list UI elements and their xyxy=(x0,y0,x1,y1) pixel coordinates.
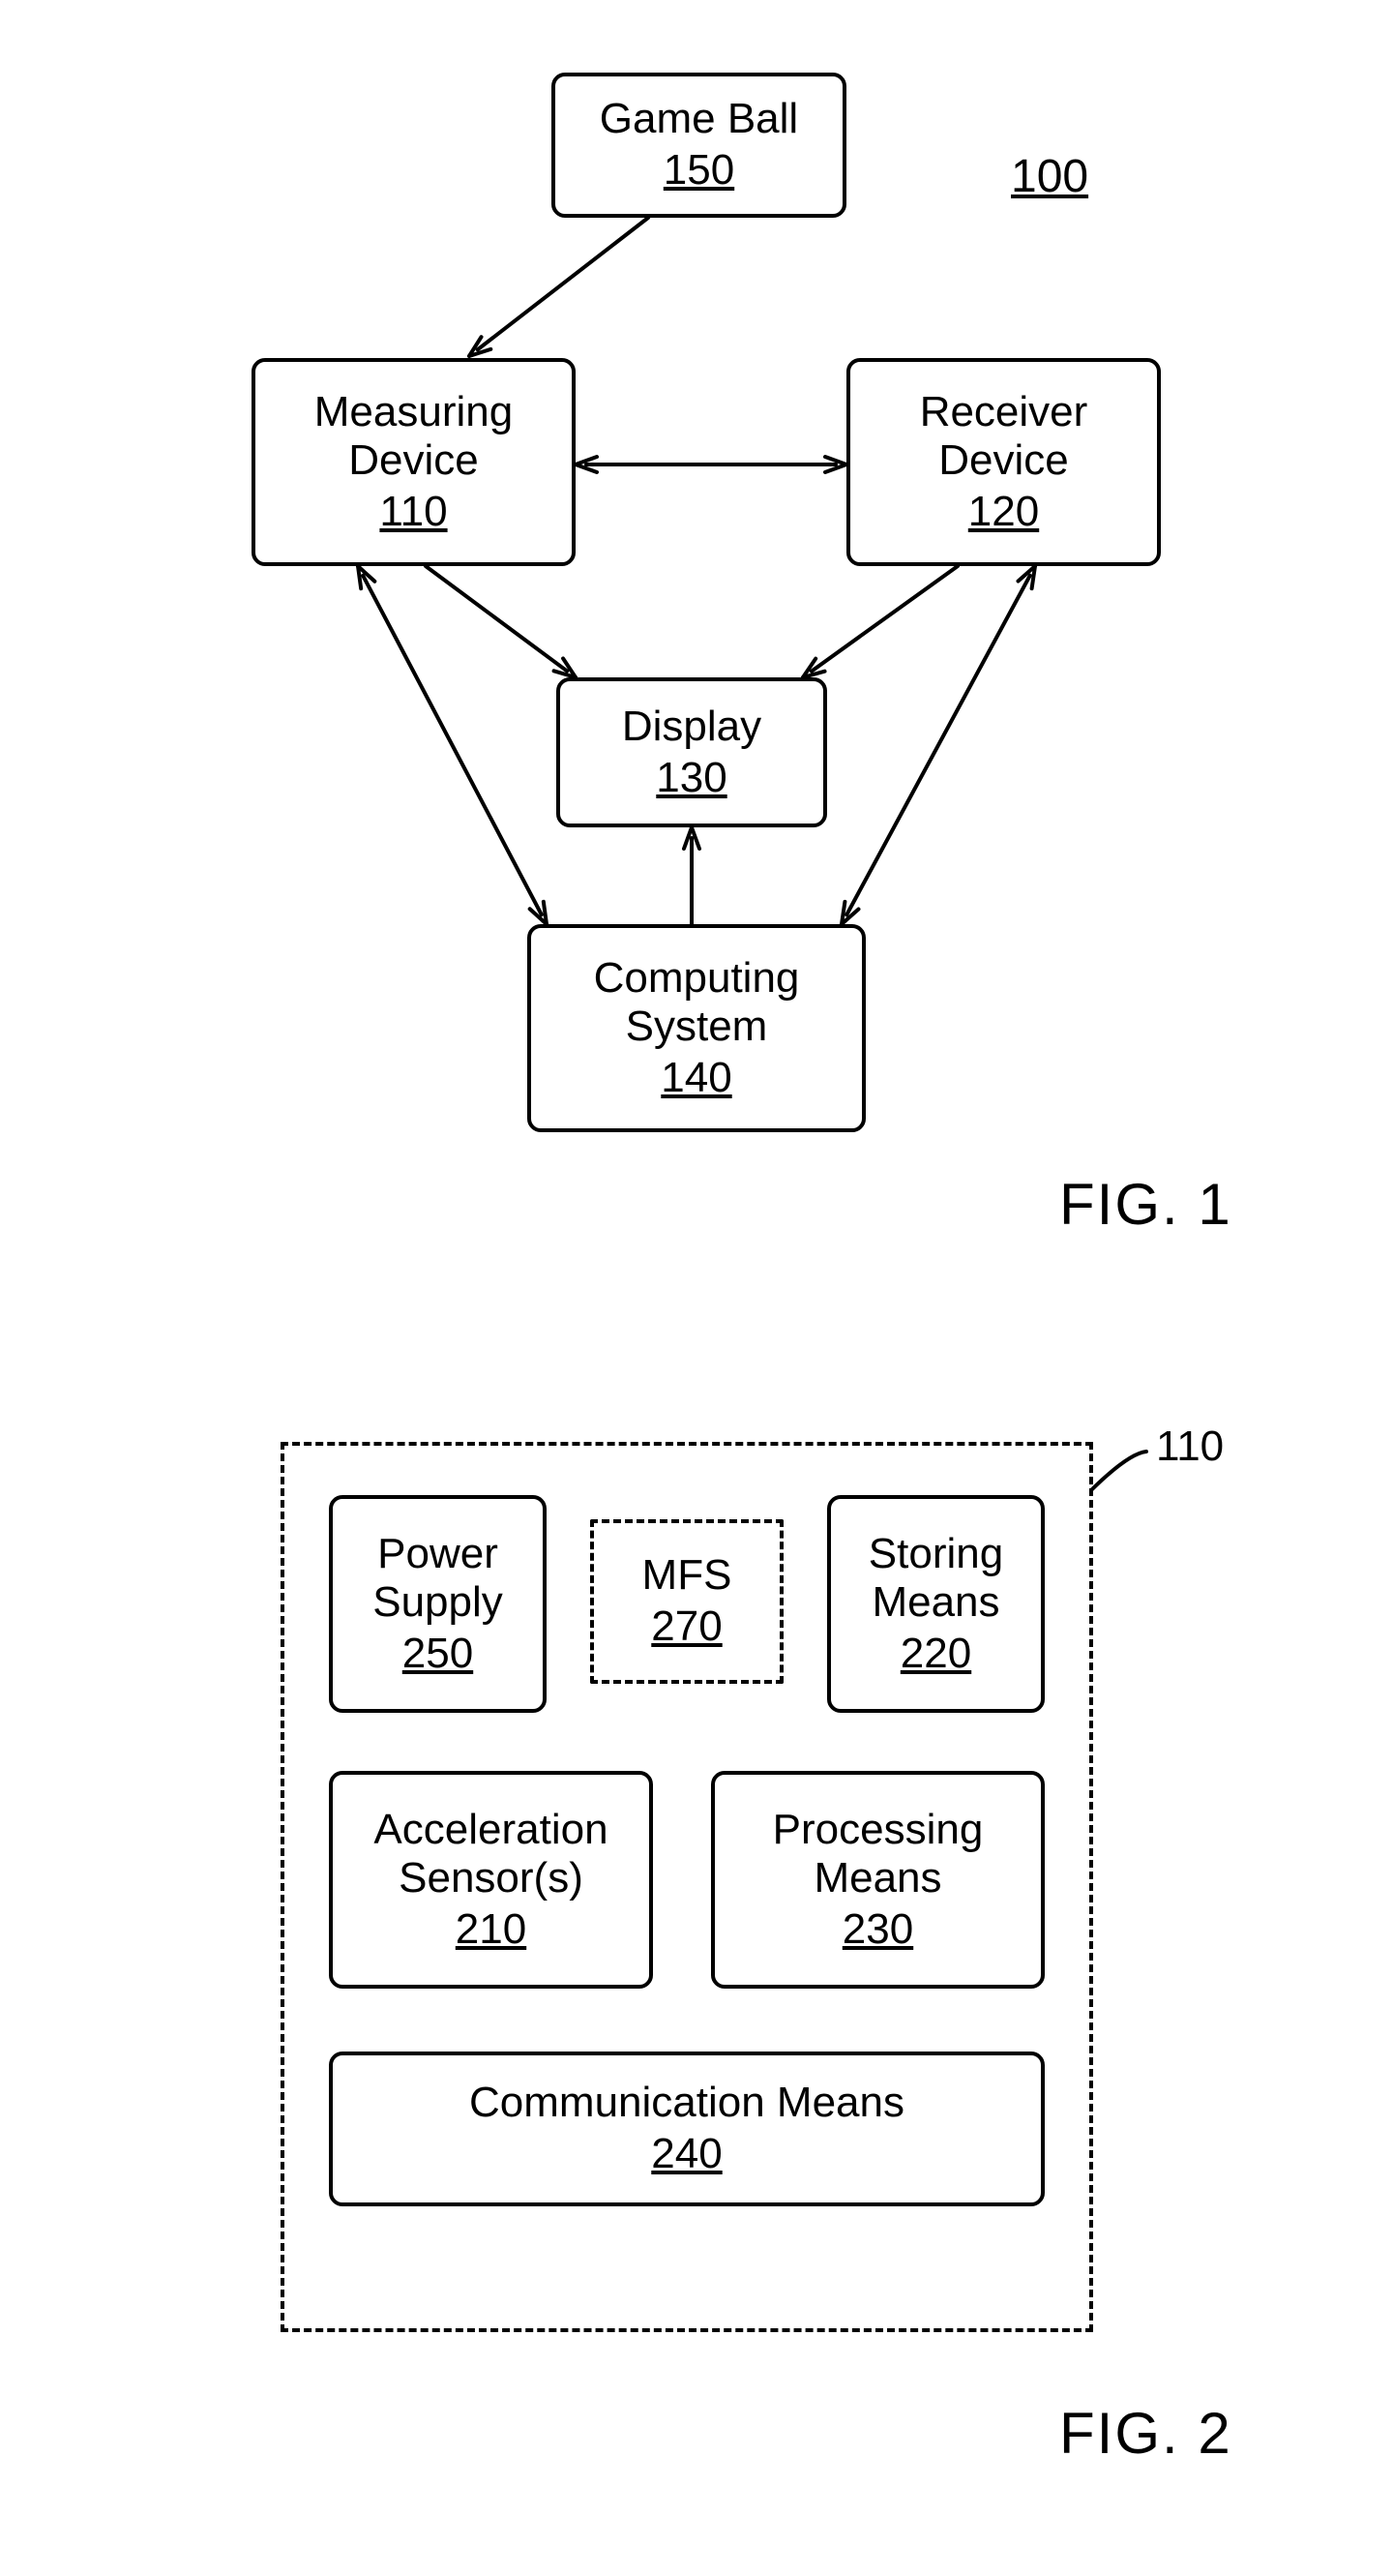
fig2-container-leader xyxy=(1083,1444,1154,1498)
fig1-arrow xyxy=(552,441,870,488)
fig1-arrow xyxy=(446,195,671,379)
fig2-node-proc: ProcessingMeans230 xyxy=(711,1771,1045,1989)
fig1-arrow xyxy=(818,543,1058,947)
fig2-caption: FIG. 2 xyxy=(1059,2400,1232,2467)
fig1-reference-100: 100 xyxy=(1011,150,1088,203)
fig2-node-storing: StoringMeans220 xyxy=(827,1495,1045,1713)
fig2-node-accel: AccelerationSensor(s)210 xyxy=(329,1771,653,1989)
fig1-node-receiver: ReceiverDevice120 xyxy=(846,358,1161,566)
fig1-node-computing: ComputingSystem140 xyxy=(527,924,866,1132)
fig1-caption: FIG. 1 xyxy=(1059,1171,1232,1238)
fig2-node-mfs: MFS270 xyxy=(590,1519,784,1684)
fig2-node-comm: Communication Means240 xyxy=(329,2052,1045,2206)
fig1-arrow xyxy=(668,804,715,947)
fig2-container-ref: 110 xyxy=(1156,1423,1224,1471)
fig1-arrow xyxy=(335,543,570,947)
fig2-node-power: PowerSupply250 xyxy=(329,1495,547,1713)
fig1-node-measuring: MeasuringDevice110 xyxy=(252,358,576,566)
